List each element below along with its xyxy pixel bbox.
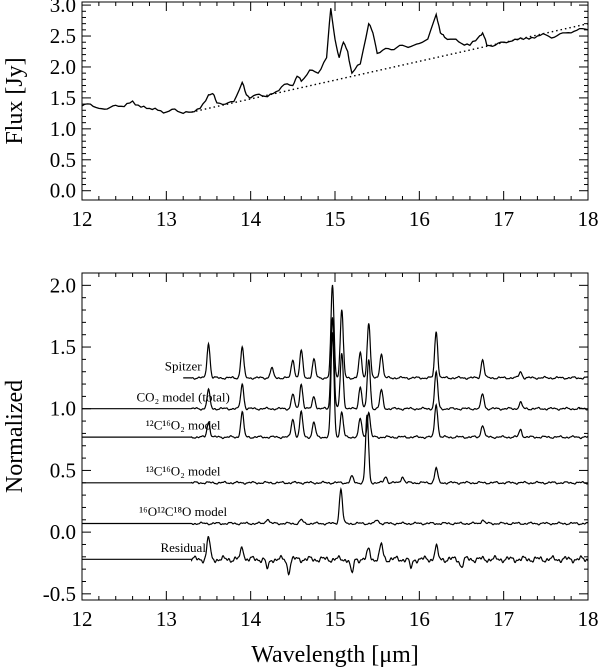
x-axis-title: Wavelength [μm] — [251, 642, 419, 668]
series-label: ¹²C¹⁶O₂ model — [146, 418, 221, 433]
spectrum-line — [82, 535, 589, 576]
x-tick-label: 17 — [493, 607, 514, 631]
series-label: ¹³C¹⁶O₂ model — [146, 463, 221, 478]
series-label: Residual — [160, 540, 206, 555]
y-tick-label: 0.5 — [50, 148, 76, 172]
y-tick-label: 1.0 — [50, 397, 76, 421]
y-tick-label: 2.5 — [50, 24, 76, 48]
y-axis-title: Normalized — [2, 380, 28, 493]
spectrum-line — [82, 487, 588, 526]
spectrum-line — [82, 332, 589, 440]
y-tick-label: 3.0 — [50, 0, 76, 17]
spectrum-line — [183, 284, 589, 380]
flux-line — [81, 8, 589, 115]
flux-panel: 12 13 14 15 16 17 18 0.0 0.5 1.0 1.5 2.0 2.5 3.0 Flux … — [2, 0, 599, 231]
x-tick-label: 17 — [493, 207, 514, 231]
y-tick-label: -0.5 — [43, 582, 76, 606]
x-tick-label: 18 — [578, 207, 599, 231]
y-tick-label: 2.0 — [50, 273, 76, 297]
x-tick-label: 12 — [72, 607, 93, 631]
normalized-panel: 12 13 14 15 16 17 18 -0.5 0.0 0.5 1.0 1.5 2.0 Normali… — [2, 272, 599, 668]
x-tick-label: 13 — [156, 207, 177, 231]
plot-frame — [81, 1, 589, 201]
y-tick-label: 1.5 — [50, 335, 76, 359]
series-label: Spitzer — [165, 358, 202, 373]
spectrum-line — [82, 414, 589, 485]
x-tick-label: 14 — [240, 207, 262, 231]
x-tick-label: 12 — [72, 207, 93, 231]
y-tick-label: 2.0 — [50, 55, 76, 79]
y-tick-label: 1.0 — [50, 117, 76, 141]
continuum-line — [191, 23, 589, 113]
spectrum-line — [82, 317, 589, 411]
y-tick-label: 0.0 — [50, 179, 76, 203]
x-tick-label: 13 — [156, 607, 177, 631]
y-axis-title: Flux [Jy] — [2, 57, 28, 144]
y-tick-label: 0.5 — [50, 458, 76, 482]
series-label: CO₂ model (total) — [137, 389, 230, 404]
x-tick-label: 18 — [578, 607, 599, 631]
series-label: ¹⁶O¹²C¹⁸O model — [139, 504, 227, 519]
x-tick-label: 16 — [409, 207, 430, 231]
y-tick-label: 1.5 — [50, 86, 76, 110]
x-tick-label: 16 — [409, 607, 430, 631]
y-tick-label: 0.0 — [50, 520, 76, 544]
x-tick-label: 15 — [325, 207, 346, 231]
x-tick-label: 15 — [325, 607, 346, 631]
x-tick-label: 14 — [240, 607, 262, 631]
